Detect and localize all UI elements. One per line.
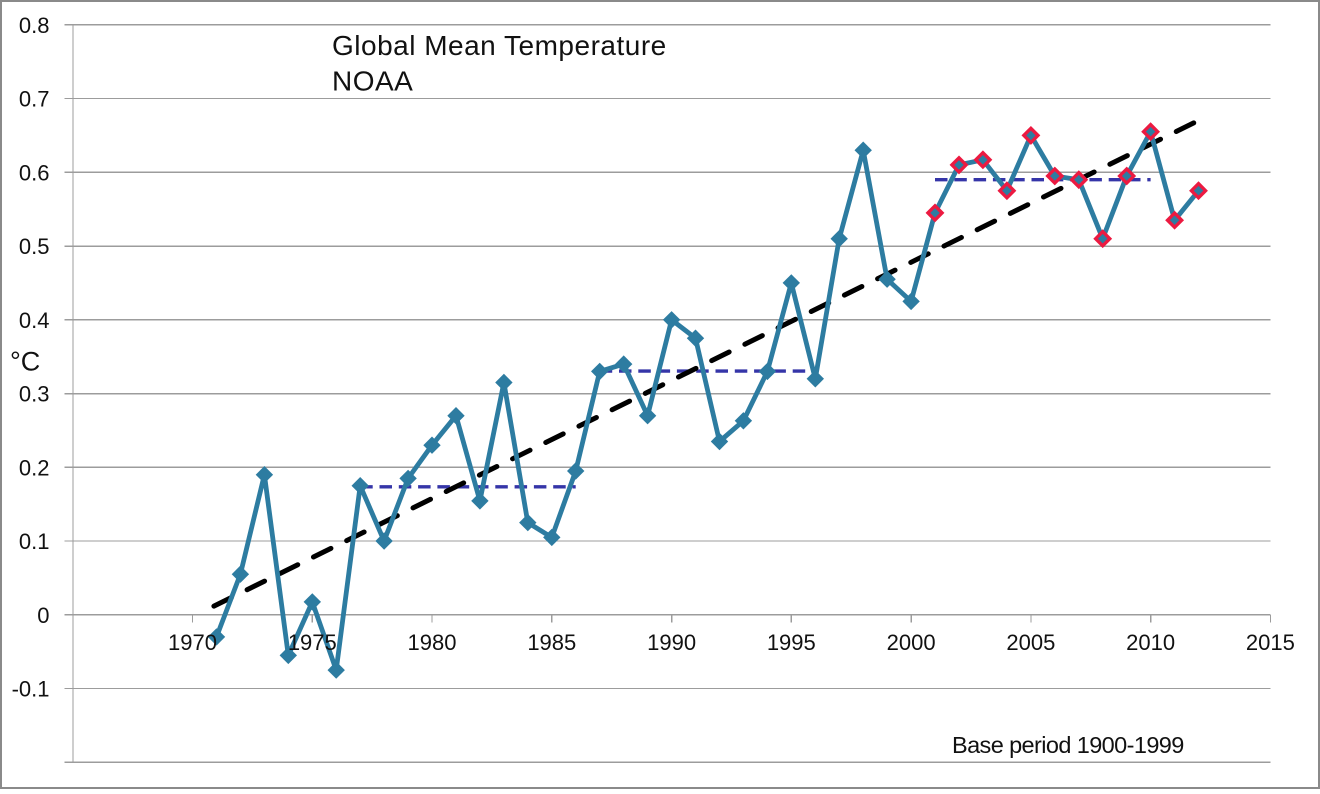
svg-text:-0.1: -0.1: [12, 677, 50, 702]
svg-text:1975: 1975: [288, 630, 337, 655]
svg-text:0.8: 0.8: [19, 13, 50, 38]
svg-text:1985: 1985: [527, 630, 576, 655]
svg-text:1995: 1995: [767, 630, 816, 655]
svg-text:1980: 1980: [408, 630, 457, 655]
svg-text:1990: 1990: [647, 630, 696, 655]
svg-text:0.5: 0.5: [19, 234, 50, 259]
svg-text:NOAA: NOAA: [332, 65, 413, 96]
svg-text:0.4: 0.4: [19, 308, 50, 333]
svg-text:0.3: 0.3: [19, 382, 50, 407]
svg-text:0.6: 0.6: [19, 160, 50, 185]
svg-text:2010: 2010: [1126, 630, 1175, 655]
svg-text:2005: 2005: [1006, 630, 1055, 655]
svg-text:Base period 1900-1999: Base period 1900-1999: [952, 732, 1184, 758]
svg-text:2015: 2015: [1246, 630, 1295, 655]
svg-text:0.1: 0.1: [19, 529, 50, 554]
svg-text:0.2: 0.2: [19, 455, 50, 480]
svg-text:0: 0: [37, 603, 49, 628]
svg-text:2000: 2000: [887, 630, 936, 655]
svg-text:0.7: 0.7: [19, 87, 50, 112]
svg-text:Global Mean Temperature: Global Mean Temperature: [332, 30, 667, 61]
svg-text:°C: °C: [10, 347, 40, 377]
svg-text:1970: 1970: [168, 630, 217, 655]
